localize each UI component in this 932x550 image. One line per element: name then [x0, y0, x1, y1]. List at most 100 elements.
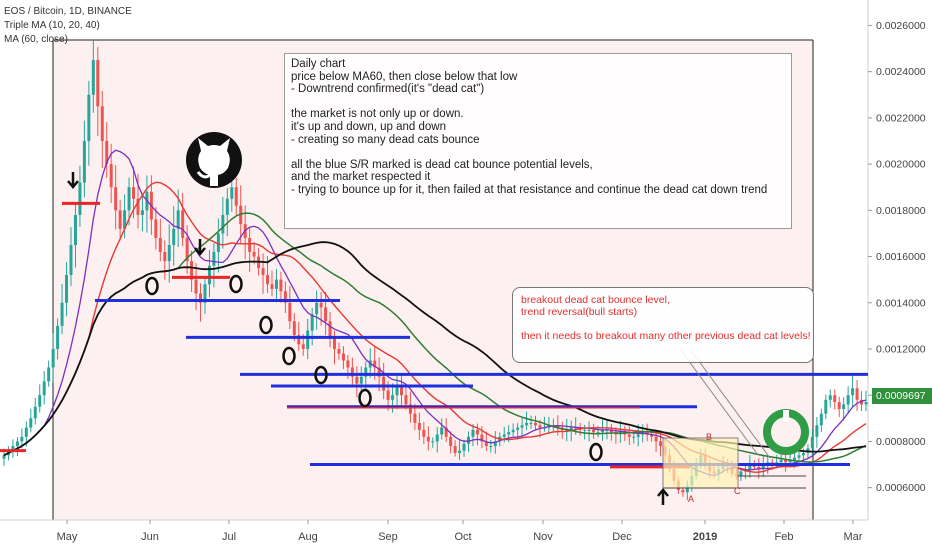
- candle-body-83: [373, 360, 377, 368]
- candle-body-124: [556, 425, 560, 428]
- candle-body-36: [163, 251, 167, 262]
- x-tick-label-9: Feb: [775, 531, 794, 543]
- candle-body-73: [328, 321, 332, 338]
- candle-body-70: [315, 302, 319, 315]
- candle-body-48: [216, 233, 220, 252]
- candle-body-106: [475, 429, 479, 435]
- candle-body-28: [127, 187, 131, 211]
- candle-body-44: [199, 293, 203, 303]
- candle-body-134: [600, 429, 604, 433]
- candle-body-88: [395, 385, 399, 396]
- x-tick-label-2: Jul: [222, 531, 236, 543]
- x-tick-label-1: Jun: [141, 531, 159, 543]
- candle-body-7: [33, 406, 37, 419]
- candle-body-84: [377, 367, 381, 377]
- candle-body-120: [538, 425, 542, 428]
- candle-body-15: [69, 244, 73, 276]
- range-box: [662, 437, 739, 489]
- candle-body-181: [810, 436, 814, 449]
- dead-cat-marker-0: [145, 276, 159, 296]
- candle-body-182: [815, 425, 819, 437]
- candle-body-98: [440, 427, 444, 435]
- candle-body-170: [761, 464, 765, 470]
- candle-body-55: [248, 238, 252, 252]
- candle-body-128: [574, 427, 578, 429]
- candle-body-24: [109, 164, 113, 188]
- candle-body-105: [471, 429, 475, 437]
- dead-cat-marker-3: [282, 346, 296, 366]
- candle-body-108: [484, 441, 488, 447]
- candle-body-53: [239, 205, 243, 225]
- candle-body-79: [355, 376, 359, 384]
- y-tick-label-9: 0.0024000: [876, 66, 926, 78]
- candle-body-131: [587, 429, 591, 431]
- breakout-annotation-note[interactable]: breakout dead cat bounce level, trend re…: [512, 287, 814, 363]
- indicator-ma60[interactable]: MA (60, close): [4, 34, 68, 45]
- candle-body-96: [431, 441, 435, 443]
- candle-body-19: [87, 94, 91, 141]
- candle-body-97: [435, 434, 439, 442]
- dead-cat-marker-1: [229, 274, 243, 294]
- candle-body-45: [203, 284, 207, 303]
- candle-body-27: [123, 210, 127, 229]
- y-tick-label-5: 0.0016000: [876, 251, 926, 263]
- candle-body-104: [466, 436, 470, 444]
- candle-body-85: [382, 376, 386, 391]
- wave-label-a: A: [688, 494, 694, 504]
- x-tick-label-4: Sep: [378, 531, 398, 543]
- candle-body-61: [274, 279, 278, 289]
- indicator-triple-ma[interactable]: Triple MA (10, 20, 40): [4, 20, 100, 31]
- candle-body-94: [422, 429, 426, 437]
- y-tick-label-6: 0.0018000: [876, 205, 926, 217]
- candle-body-192: [860, 399, 864, 405]
- down-arrow-2: [194, 239, 206, 256]
- candle-body-179: [801, 452, 805, 456]
- candle-body-81: [364, 367, 368, 377]
- candle-body-56: [252, 251, 256, 257]
- candle-body-126: [565, 429, 569, 431]
- candle-body-87: [391, 395, 395, 400]
- y-tick-label-3: 0.0012000: [876, 343, 926, 355]
- candle-body-58: [261, 268, 265, 276]
- candle-body-3: [15, 441, 19, 447]
- candle-body-49: [221, 214, 225, 234]
- candle-body-113: [507, 432, 511, 435]
- candle-body-169: [757, 466, 761, 470]
- candle-body-153: [685, 485, 689, 493]
- candle-body-141: [632, 436, 636, 438]
- candle-body-51: [230, 187, 234, 199]
- candle-body-52: [234, 187, 238, 206]
- candle-body-115: [516, 427, 520, 430]
- candle-body-5: [24, 427, 28, 437]
- candle-body-77: [346, 360, 350, 368]
- candle-body-22: [100, 106, 104, 141]
- candle-body-21: [96, 60, 100, 107]
- candle-body-11: [51, 348, 55, 368]
- candle-body-29: [132, 187, 136, 199]
- candle-body-118: [529, 422, 533, 424]
- down-arrow-1: [67, 172, 79, 189]
- candle-body-18: [82, 140, 86, 183]
- candle-body-186: [833, 395, 837, 403]
- candle-body-42: [190, 261, 194, 280]
- dead-cat-marker-5: [358, 388, 372, 408]
- main-annotation-note[interactable]: Daily chart price below MA60, then close…: [284, 53, 792, 229]
- candle-body-31: [140, 210, 144, 215]
- candle-body-39: [176, 210, 180, 229]
- y-tick-label-8: 0.0022000: [876, 112, 926, 124]
- candle-body-66: [297, 335, 301, 345]
- candle-body-127: [569, 427, 573, 430]
- candle-body-63: [283, 291, 287, 303]
- candle-body-165: [739, 471, 743, 477]
- y-tick-label-1: 0.0008000: [876, 436, 926, 448]
- candle-body-142: [636, 434, 640, 437]
- candle-body-133: [596, 432, 600, 434]
- candle-body-167: [748, 464, 752, 470]
- candle-body-64: [288, 302, 292, 322]
- wave-label-b: B: [706, 432, 712, 442]
- candle-body-35: [158, 238, 162, 252]
- candle-body-146: [654, 436, 658, 442]
- candle-body-89: [400, 385, 404, 396]
- y-tick-label-4: 0.0014000: [876, 297, 926, 309]
- x-tick-label-10: Mar: [844, 531, 863, 543]
